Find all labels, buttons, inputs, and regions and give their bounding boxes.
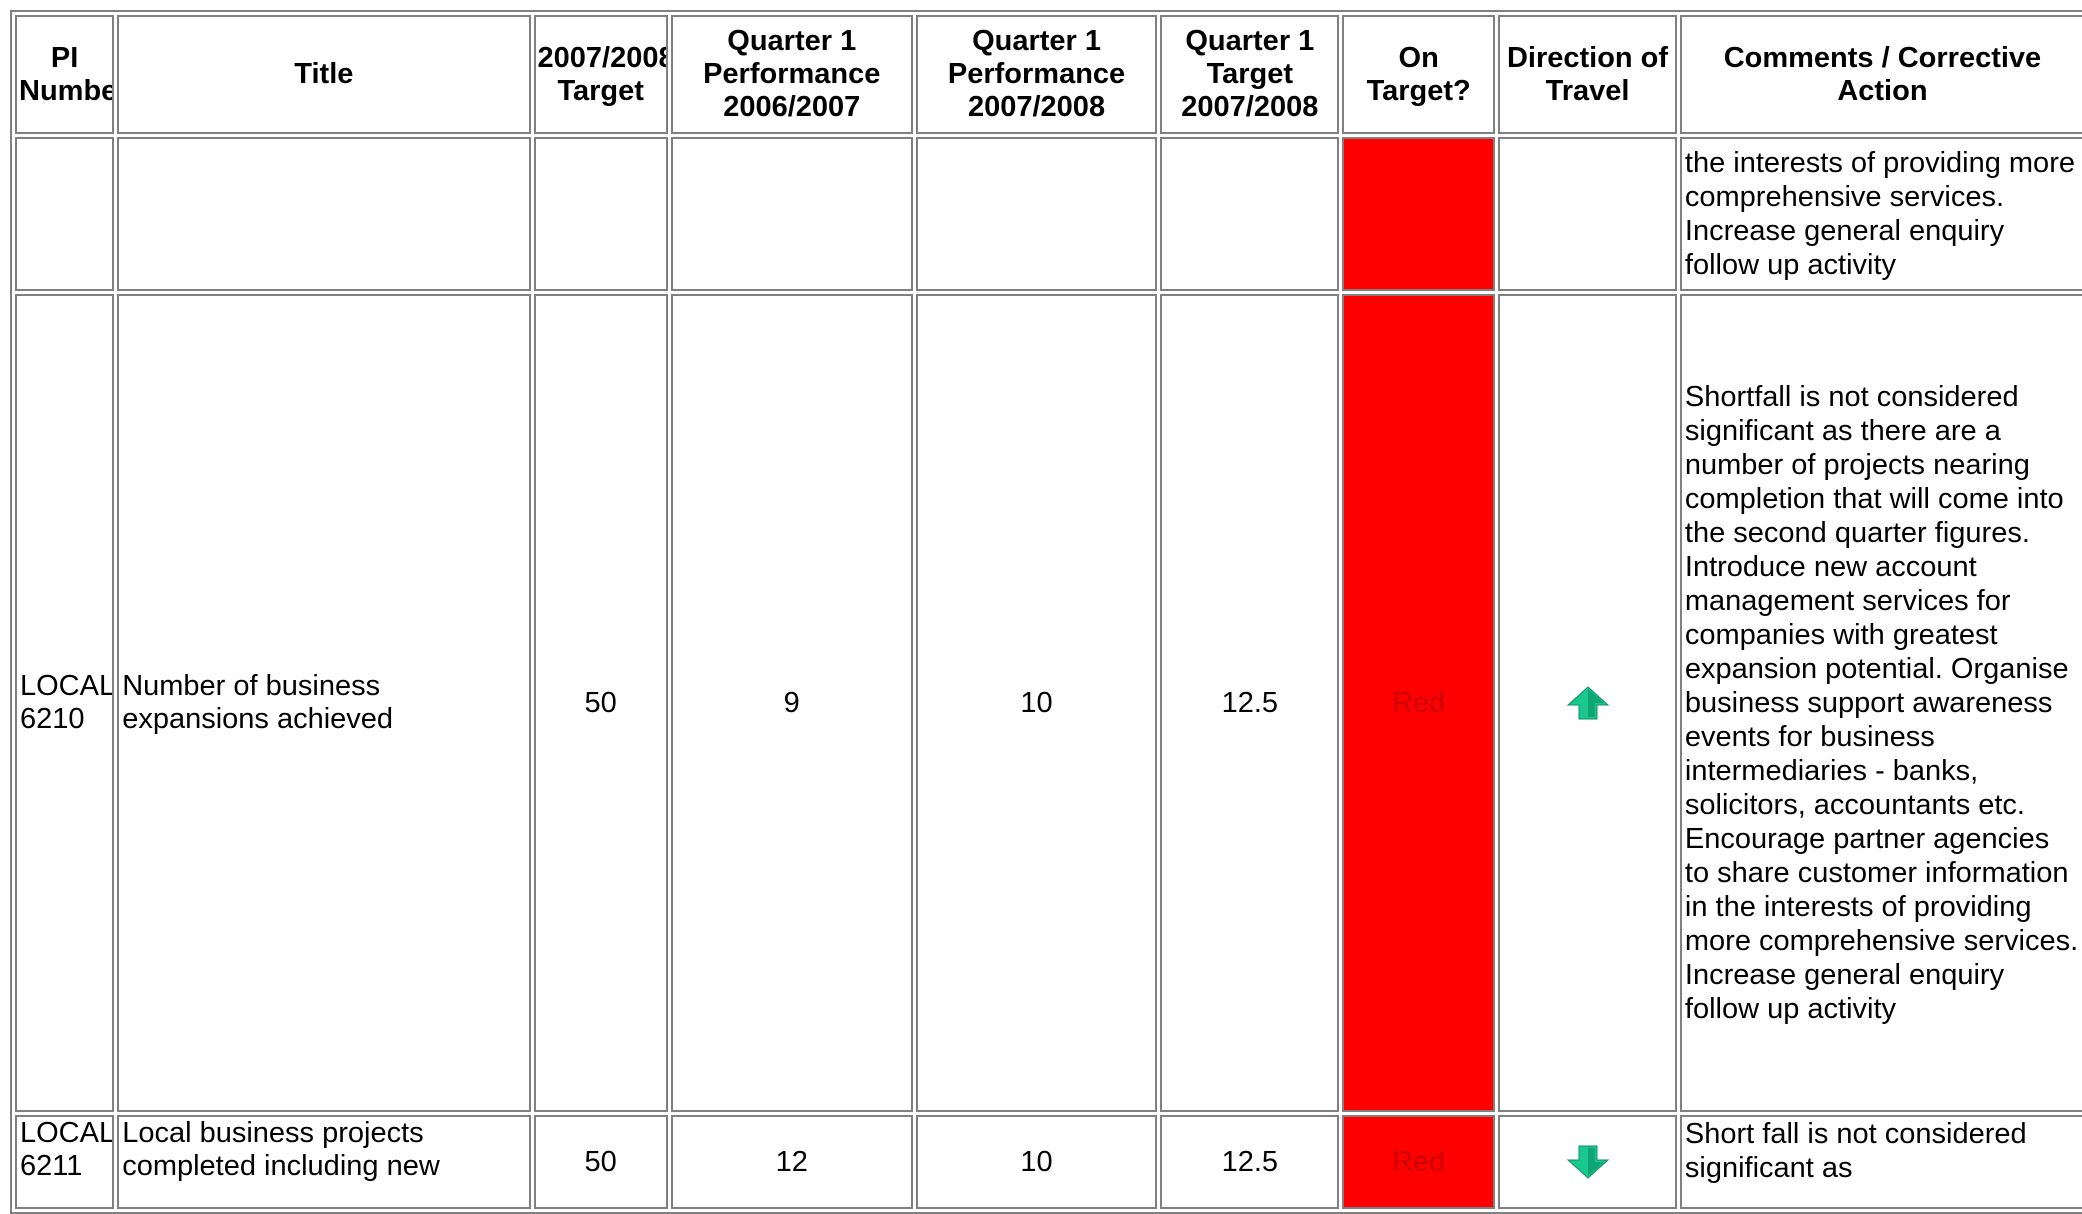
header-comments: Comments / Corrective Action — [1679, 15, 2082, 134]
header-direction: Direction of Travel — [1498, 15, 1677, 134]
q1-perf-0708-cell — [915, 137, 1158, 291]
target-cell: 50 — [533, 1115, 668, 1209]
on-target-cell: Red — [1342, 294, 1496, 1112]
direction-cell — [1498, 137, 1677, 291]
title-cell — [117, 137, 531, 291]
direction-cell — [1498, 294, 1677, 1112]
pi-number-cell: LOCAL 6210 — [15, 294, 115, 1112]
status-label: Red — [1392, 1145, 1446, 1178]
q1-target-cell: 12.5 — [1160, 1115, 1340, 1209]
target-cell: 50 — [533, 294, 668, 1112]
on-target-cell — [1342, 137, 1496, 291]
table-row: LOCAL 6210 Number of business expansions… — [15, 294, 2082, 1112]
comment-cell: Short fall is not considered significant… — [1679, 1115, 2082, 1209]
target-cell — [533, 137, 668, 291]
comment-cell: the interests of providing more comprehe… — [1679, 137, 2082, 291]
table-row: LOCAL 6211 Local business projects compl… — [15, 1115, 2082, 1209]
q1-target-cell: 12.5 — [1160, 294, 1340, 1112]
title-cell: Local business projects completed includ… — [117, 1115, 531, 1209]
header-q1-target: Quarter 1 Target 2007/2008 — [1160, 15, 1340, 134]
q1-perf-0607-cell — [670, 137, 913, 291]
direction-cell — [1498, 1115, 1677, 1209]
title-cell: Number of business expansions achieved — [117, 294, 531, 1112]
header-on-target: On Target? — [1342, 15, 1496, 134]
header-q1-performance-0607: Quarter 1 Performance 2006/2007 — [670, 15, 913, 134]
header-row: PI Number Title 2007/2008 Target Quarter… — [15, 15, 2082, 134]
table-row: the interests of providing more comprehe… — [15, 137, 2082, 291]
pi-number-cell: LOCAL 6211 — [15, 1115, 115, 1209]
header-title: Title — [117, 15, 531, 134]
on-target-cell: Red — [1342, 1115, 1496, 1209]
performance-table: PI Number Title 2007/2008 Target Quarter… — [10, 10, 2082, 1214]
pi-number-cell — [15, 137, 115, 291]
q1-perf-0708-cell: 10 — [915, 294, 1158, 1112]
header-q1-performance-0708: Quarter 1 Performance 2007/2008 — [915, 15, 1158, 134]
down-arrow-icon — [1566, 1145, 1610, 1179]
q1-perf-0708-cell: 10 — [915, 1115, 1158, 1209]
q1-target-cell — [1160, 137, 1340, 291]
comment-cell: Shortfall is not considered significant … — [1679, 294, 2082, 1112]
status-label: Red — [1392, 686, 1446, 719]
q1-perf-0607-cell: 9 — [670, 294, 913, 1112]
q1-perf-0607-cell: 12 — [670, 1115, 913, 1209]
header-target: 2007/2008 Target — [533, 15, 668, 134]
up-arrow-icon — [1566, 686, 1610, 720]
header-pi-number: PI Number — [15, 15, 115, 134]
